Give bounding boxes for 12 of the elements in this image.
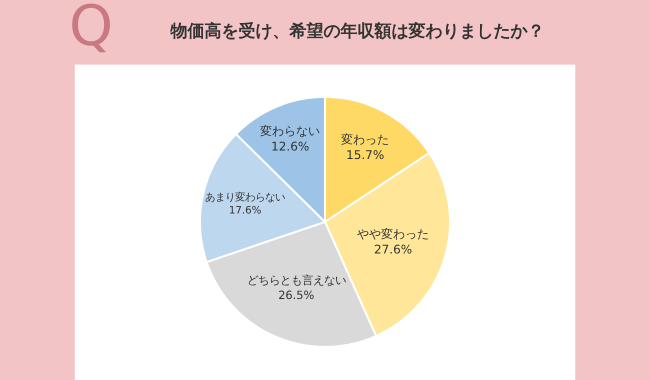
chart-title: 物価高を受け、希望の年収額は変わりましたか？ bbox=[170, 21, 544, 42]
data-label: 27.6% bbox=[374, 242, 412, 257]
slice-label: どちらとも言えない bbox=[246, 273, 346, 288]
data-label: 17.6% bbox=[228, 204, 262, 217]
slice-label: あまり変わらない bbox=[205, 191, 286, 204]
data-label: 12.6% bbox=[271, 139, 310, 154]
slice-label: 変わらない bbox=[260, 124, 320, 138]
slice-label: やや変わった bbox=[357, 226, 430, 241]
data-label: 15.7% bbox=[346, 148, 384, 162]
text: Q bbox=[69, 0, 114, 59]
slice-label: 変わった bbox=[341, 132, 390, 146]
data-label: 26.5% bbox=[278, 288, 315, 302]
